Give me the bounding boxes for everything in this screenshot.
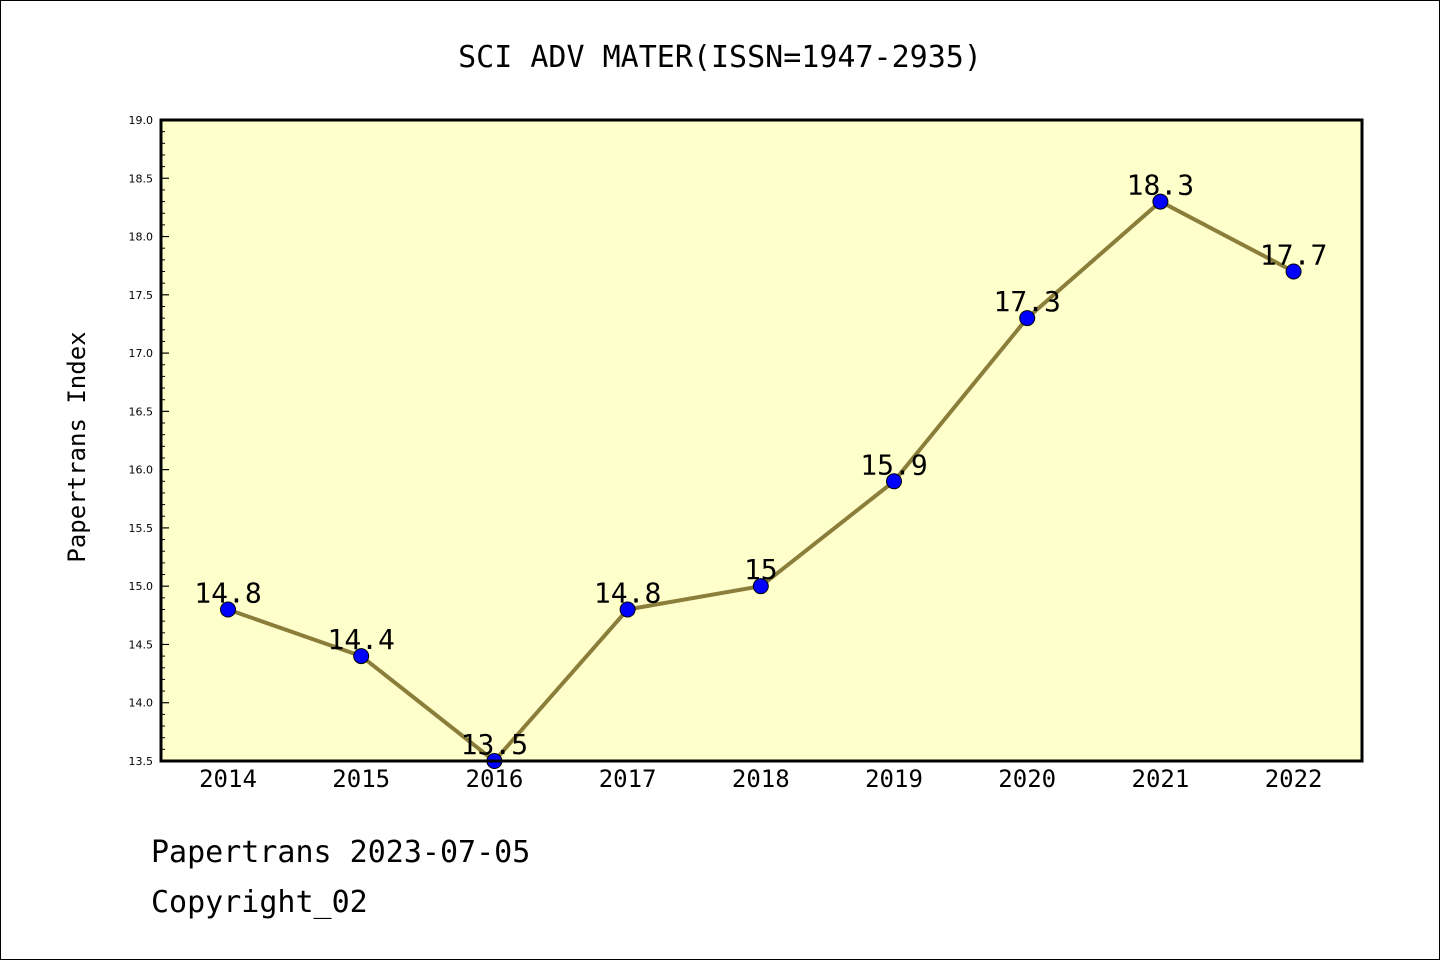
y-tick-label: 16.5 xyxy=(129,405,154,418)
data-point xyxy=(619,601,636,618)
y-tick-label: 18.0 xyxy=(129,231,154,244)
footer-copyright-line: Copyright_02 xyxy=(151,885,368,920)
data-points xyxy=(220,193,1302,769)
x-tick-label: 2016 xyxy=(466,765,524,793)
x-tick-label: 2020 xyxy=(998,765,1056,793)
y-tick-label: 13.5 xyxy=(129,755,154,768)
chart-title: SCI ADV MATER(ISSN=1947-2935) xyxy=(458,40,982,75)
data-point xyxy=(1285,263,1302,280)
y-tick-label: 17.5 xyxy=(129,289,154,302)
data-point xyxy=(1152,193,1169,210)
data-point xyxy=(220,601,236,618)
x-tick-labels: 2014 2015 2016 2017 2018 2019 2020 2021 2022 xyxy=(199,765,1322,793)
footer-date-line: Papertrans 2023-07-05 xyxy=(151,835,531,870)
y-tick-label: 19.0 xyxy=(129,114,154,127)
data-point xyxy=(886,473,902,490)
y-tick-label: 15.0 xyxy=(129,580,154,593)
y-tick-label: 15.5 xyxy=(129,522,154,535)
y-tick-label: 17.0 xyxy=(129,347,154,360)
y-tick-label: 14.0 xyxy=(129,697,154,710)
x-tick-label: 2017 xyxy=(599,765,657,793)
data-point xyxy=(752,578,769,595)
x-tick-label: 2021 xyxy=(1132,765,1190,793)
y-tick-labels: 13.5 14.0 14.5 15.0 15.5 16.0 16.5 17.0 17.5 18.0… xyxy=(129,114,154,768)
y-tick-label: 14.5 xyxy=(129,638,154,651)
data-point xyxy=(1019,310,1036,327)
x-tick-label: 2022 xyxy=(1265,765,1323,793)
x-tick-label: 2018 xyxy=(732,765,790,793)
x-tick-label: 2014 xyxy=(199,765,257,793)
y-axis-label: Papertrans Index xyxy=(63,331,91,562)
y-tick-label: 18.5 xyxy=(129,172,154,185)
y-tick-label: 16.0 xyxy=(129,464,154,477)
plot-frame xyxy=(159,118,1364,763)
x-tick-label: 2015 xyxy=(332,765,390,793)
plot-area xyxy=(161,120,1362,761)
x-tick-label: 2019 xyxy=(865,765,923,793)
data-point xyxy=(353,648,370,665)
